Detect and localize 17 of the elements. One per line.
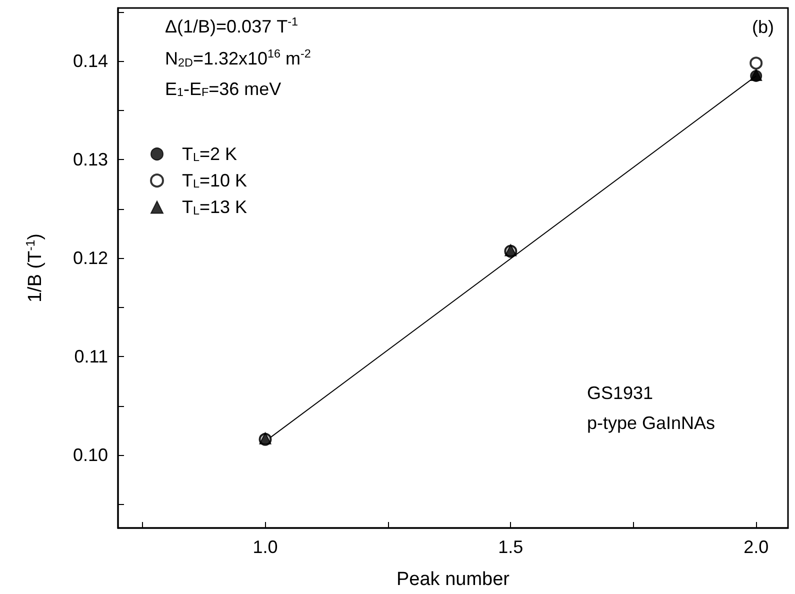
y-axis-title: 1/B (T-1) <box>24 233 46 303</box>
legend-label: TL=10 K <box>182 170 248 191</box>
y-tick-label: 0.10 <box>72 445 108 466</box>
annotation: (b) <box>752 17 774 37</box>
y-tick-label: 0.11 <box>74 346 108 367</box>
x-tick-label: 2.0 <box>744 537 769 557</box>
annotation: p-type GaInNAs <box>587 413 716 433</box>
legend-label: TL=13 K <box>182 197 248 218</box>
annotation: E1-EF=36 meV <box>165 79 282 100</box>
legend-label: TL=2 K <box>182 144 238 164</box>
y-tick-label: 0.12 <box>72 248 108 268</box>
x-axis-title: Peak number <box>396 569 510 590</box>
annotation: GS1931 <box>587 383 654 403</box>
y-tick-label: 0.14 <box>72 51 108 72</box>
x-tick-label: 1.5 <box>498 537 524 557</box>
x-tick-label: 1.0 <box>252 537 278 557</box>
y-tick-label: 0.13 <box>72 150 108 170</box>
